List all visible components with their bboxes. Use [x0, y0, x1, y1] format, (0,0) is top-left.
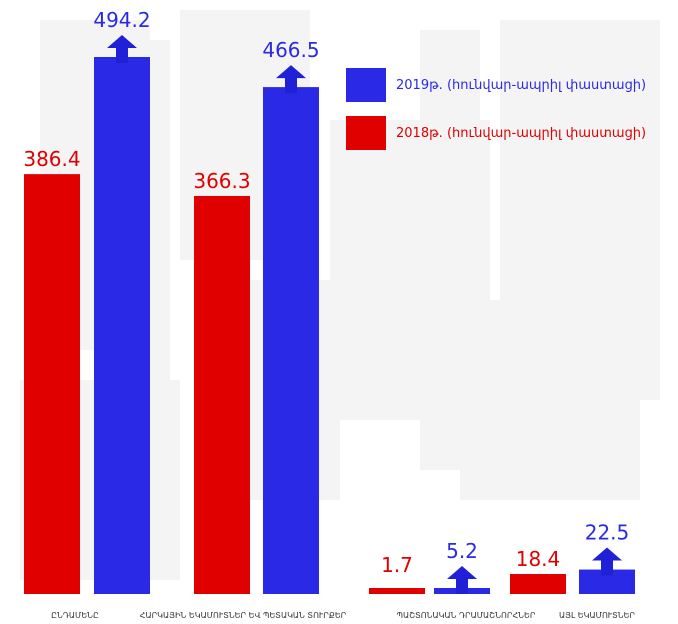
data-label-2018-cat-3: 18.4	[516, 547, 561, 571]
category-label-1: ՀԱՐԿԱՅԻՆ ԵԿԱՄՈՒՏՆԵՐ ԵՎ ՊԵՏԱԿԱՆ ՏՈՒՐՔԵՐ	[140, 611, 347, 620]
bar-2019-cat-1	[263, 87, 319, 595]
legend-swatch-2019	[346, 68, 386, 102]
bar-2018-cat-2	[369, 588, 425, 594]
background-pattern-block	[460, 300, 640, 500]
legend-item-2019: 2019թ. (հունվար-ապրիլ փաստացի)	[346, 68, 678, 102]
increase-arrow-cat-2	[447, 566, 477, 594]
data-label-2018-cat-1: 366.3	[193, 169, 250, 193]
data-label-2019-cat-2: 5.2	[446, 539, 478, 563]
data-label-2019-cat-1: 466.5	[262, 38, 319, 62]
bar-2018-cat-0	[24, 174, 80, 594]
category-axis-labels: ԸՆԴԱՄԵՆԸ ՀԱՐԿԱՅԻՆ ԵԿԱՄՈՒՏՆԵՐ ԵՎ ՊԵՏԱԿԱՆ Տ…	[51, 611, 635, 620]
background-pattern-block	[420, 30, 480, 470]
data-label-2019-cat-0: 494.2	[93, 8, 150, 32]
legend: 2019թ. (հունվար-ապրիլ փաստացի) 2018թ. (հ…	[346, 68, 678, 164]
bar-2018-cat-3	[510, 574, 566, 594]
category-label-0: ԸՆԴԱՄԵՆԸ	[51, 611, 99, 620]
category-label-2: ՊԱՇՏՈՆԱԿԱՆ ԴՐԱՄԱՇՆՈՐՀՆԵՐ	[397, 611, 536, 620]
increase-arrow-cat-1	[276, 65, 306, 94]
increase-arrows	[107, 35, 622, 594]
increase-arrow-cat-0	[107, 35, 137, 63]
data-label-2019-cat-3: 22.5	[585, 521, 630, 545]
legend-label-2018: 2018թ. (հունվար-ապրիլ փաստացի)	[396, 125, 647, 141]
data-labels: 386.4 366.3 1.7 18.4 494.2 466.5 5.2 22.5	[23, 8, 629, 577]
legend-label-2019: 2019թ. (հունվար-ապրիլ փաստացի)	[396, 77, 647, 93]
bar-2019-cat-0	[94, 57, 150, 594]
data-label-2018-cat-0: 386.4	[23, 147, 80, 171]
legend-swatch-2018	[346, 116, 386, 150]
legend-item-2018: 2018թ. (հունվար-ապրիլ փաստացի)	[346, 116, 678, 150]
data-label-2018-cat-2: 1.7	[381, 553, 413, 577]
bars	[24, 57, 635, 595]
increase-arrow-cat-3	[592, 547, 622, 576]
category-label-3: ԱՅԼ ԵԿԱՄՈՒՏՆԵՐ	[559, 611, 635, 620]
bar-2018-cat-1	[194, 195, 250, 594]
